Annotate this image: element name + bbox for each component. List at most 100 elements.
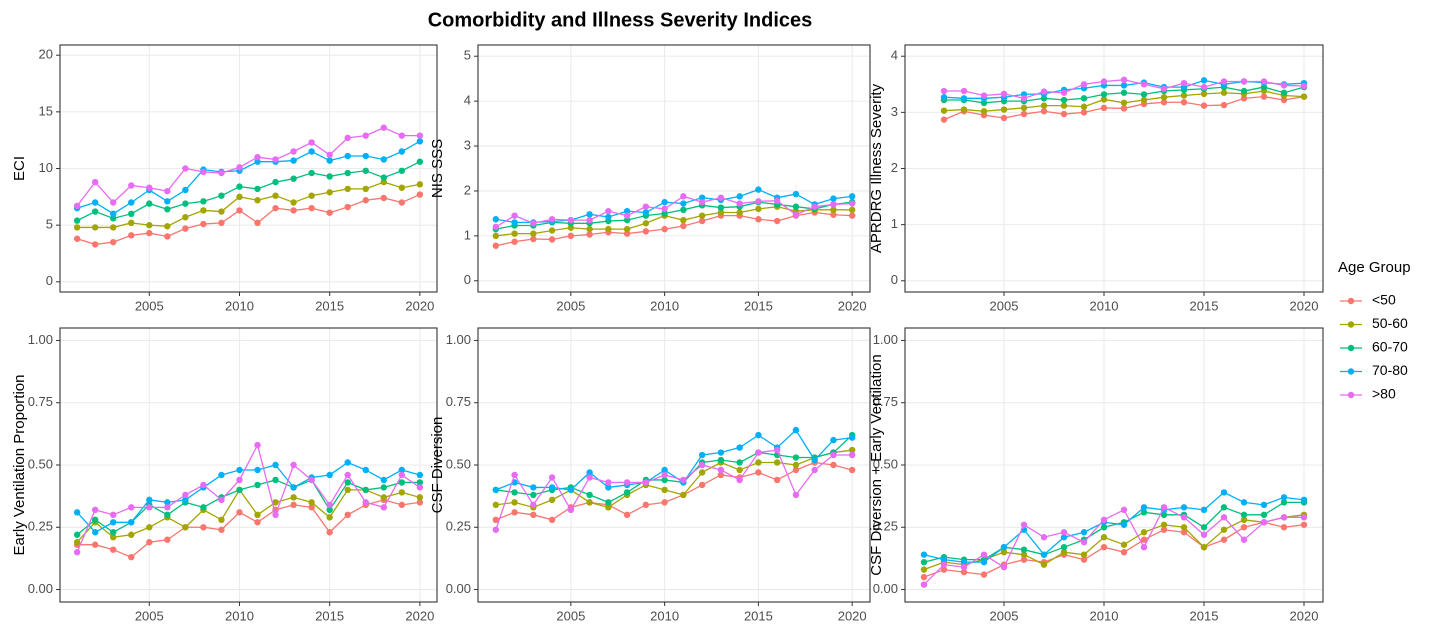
data-point [548,236,556,243]
data-point [272,178,279,186]
data-point [1240,87,1248,95]
data-point [623,207,631,215]
data-point [811,466,818,474]
data-point [182,496,189,504]
data-point [128,182,135,189]
data-point [290,461,297,469]
data-point [1060,89,1068,96]
data-point [530,484,537,491]
data-point [848,434,856,441]
data-point [91,178,99,186]
data-point [811,203,818,210]
x-tick-label: 2020 [405,298,434,313]
data-point [736,444,743,451]
data-point [661,210,668,217]
x-tick-label: 2010 [650,298,679,313]
data-point [91,208,99,215]
data-point [1040,551,1048,558]
data-point [254,441,261,449]
data-point [960,563,968,571]
data-point [1000,90,1008,98]
data-point [1240,95,1248,102]
x-tick-label: 2020 [838,608,867,623]
data-point [416,158,424,165]
data-point [1160,85,1168,92]
data-point [1060,529,1068,536]
y-tick-label: 10 [39,160,53,175]
data-point [1020,546,1028,553]
y-axis-title: ECI [11,156,28,181]
data-point [1240,536,1248,543]
data-point [416,132,424,139]
legend-label: 70-80 [1372,362,1408,378]
data-point [146,496,153,504]
data-point [1240,499,1248,506]
data-point [1120,521,1128,528]
legend-label: >80 [1372,386,1396,402]
y-tick-label: 0.25 [446,519,471,534]
legend-key [1347,391,1355,399]
data-point [236,466,243,474]
series-line [923,506,1304,586]
data-point [1020,551,1028,558]
data-point [73,548,81,556]
data-point [110,534,117,541]
y-axis-title: NIS SSS [429,139,446,198]
data-point [218,496,225,504]
data-point [362,167,369,174]
data-point [680,491,687,499]
data-point [920,551,928,558]
data-point [236,509,243,516]
data-point [380,156,387,163]
data-point [416,181,424,188]
data-point [1020,521,1028,528]
data-point [940,116,948,123]
data-point [272,499,279,506]
data-point [1160,511,1168,519]
data-point [755,186,762,193]
data-point [605,484,612,491]
data-point [736,466,743,474]
data-point [848,200,856,207]
data-point [1220,78,1228,85]
x-tick-label: 2015 [1190,608,1219,623]
y-tick-label: 4 [464,93,471,108]
data-point [848,212,856,219]
data-point [182,200,189,207]
data-point [398,501,406,509]
x-tick-label: 2015 [1190,298,1219,313]
data-point [164,187,171,195]
y-tick-label: 0.75 [28,394,53,409]
x-tick-label: 2010 [1090,608,1119,623]
data-point [1180,529,1188,536]
data-point [492,526,500,533]
data-point [1020,110,1028,118]
data-point [182,491,189,499]
data-point [236,486,243,494]
y-axis-title: Early Ventilation Proportion [11,375,28,556]
data-point [511,238,518,245]
data-point [91,199,99,206]
y-tick-label: 0 [891,272,898,287]
data-point [398,489,406,496]
data-point [530,511,537,519]
data-point [1160,99,1168,106]
data-point [661,205,668,213]
data-point [254,153,261,161]
data-point [290,157,297,164]
data-point [1280,82,1288,89]
data-point [1060,102,1068,109]
data-point [1100,104,1108,112]
x-tick-label: 2010 [225,298,254,313]
data-point [73,224,81,231]
data-point [362,486,369,494]
data-point [530,235,537,243]
series-line [923,491,1305,563]
data-point [380,124,387,131]
data-point [661,499,668,506]
data-point [200,504,207,511]
data-point [128,232,135,239]
data-point [623,216,631,224]
data-point [661,486,668,494]
data-point [380,174,387,181]
